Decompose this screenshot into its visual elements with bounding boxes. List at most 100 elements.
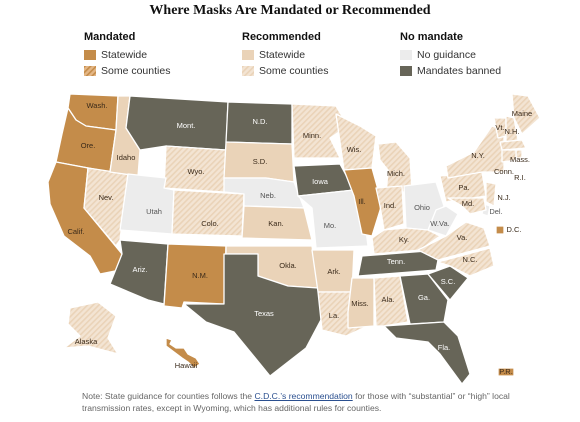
state-kan <box>241 205 313 241</box>
state-label-conn: Conn. <box>494 167 514 176</box>
legend-swatch-mandates-banned <box>400 66 412 76</box>
state-minn <box>291 103 349 159</box>
state-label-vt: Vt. <box>495 123 504 132</box>
legend-label: Statewide <box>259 49 306 61</box>
state-label-n-j: N.J. <box>497 193 510 202</box>
legend-no-mandate: No mandate No guidance Mandates banned <box>400 31 501 79</box>
state-s-c <box>427 265 469 301</box>
state-label-colo: Colo. <box>201 219 219 228</box>
legend-mandated: Mandated Statewide Some counties <box>84 31 170 79</box>
state-label-n-c: N.C. <box>463 255 478 264</box>
legend-swatch-some-counties-recommended <box>242 66 254 76</box>
state-label-ala: Ala. <box>382 295 395 304</box>
legend-item: Statewide <box>84 47 170 63</box>
state-label-wash: Wash. <box>87 101 108 110</box>
state-p-r <box>497 367 515 377</box>
state-label-ky: Ky. <box>399 235 409 244</box>
state-ga <box>399 273 449 325</box>
cdc-recommendation-link[interactable]: C.D.C.’s recommendation <box>254 391 353 401</box>
footnote-prefix: Note: State guidance for counties follow… <box>82 391 255 401</box>
state-label-fla: Fla. <box>438 343 451 352</box>
state-label-texas: Texas <box>254 309 274 318</box>
state-label-del: Del. <box>489 207 502 216</box>
state-conn <box>501 149 517 163</box>
state-labels: Wash. Ore. Calif. Nev. Idaho Mont. Wyo. Utah Col… <box>67 101 532 376</box>
state-label-mass: Mass. <box>510 155 530 164</box>
legend-heading-no-mandate: No mandate <box>400 31 463 43</box>
state-label-n-h: N.H. <box>505 127 520 136</box>
state-label-okla: Okla. <box>279 261 297 270</box>
legend-swatch-some-counties-mandate <box>84 66 96 76</box>
state-label-neb: Neb. <box>260 191 276 200</box>
state-label-mich: Mich. <box>387 169 405 178</box>
state-label-hawaii: Hawaii <box>175 361 198 370</box>
state-label-ariz: Ariz. <box>133 265 148 274</box>
legend-item: Mandates banned <box>400 63 501 79</box>
state-label-s-c: S.C. <box>441 277 456 286</box>
state-label-alaska: Alaska <box>75 337 98 346</box>
legend-label: Mandates banned <box>417 65 502 77</box>
state-w-va <box>427 205 459 237</box>
state-md <box>447 197 487 215</box>
legend-item: No guidance <box>400 47 501 63</box>
state-label-calif: Calif. <box>67 227 84 236</box>
state-label-va: Va. <box>457 233 468 242</box>
state-fla <box>383 321 471 385</box>
state-label-ind: Ind. <box>384 201 397 210</box>
state-ind <box>375 185 405 231</box>
state-label-utah: Utah <box>146 207 162 216</box>
state-label-nev: Nev. <box>99 193 114 202</box>
state-label-d-c: D.C. <box>507 225 522 234</box>
state-label-wyo: Wyo. <box>187 167 204 176</box>
legend-swatch-statewide-recommended <box>242 50 254 60</box>
state-label-ore: Ore. <box>81 141 96 150</box>
us-map: Wash. Ore. Calif. Nev. Idaho Mont. Wyo. Utah Col… <box>47 93 541 385</box>
legend-heading-recommended: Recommended <box>242 31 321 43</box>
state-label-p-r: P.R. <box>499 367 513 376</box>
state-hawaii <box>165 337 201 369</box>
legend-item: Some counties <box>84 63 170 79</box>
state-label-ohio: Ohio <box>414 203 430 212</box>
state-label-n-m: N.M. <box>192 271 208 280</box>
state-texas <box>183 253 325 377</box>
legend-recommended: Recommended Statewide Some counties <box>242 31 328 79</box>
state-label-s-d: S.D. <box>253 157 268 166</box>
state-label-wis: Wis. <box>347 145 362 154</box>
state-miss <box>347 277 375 329</box>
state-label-r-i: R.I. <box>514 173 526 182</box>
state-shapes <box>47 93 541 385</box>
state-label-tenn: Tenn. <box>387 257 405 266</box>
footnote-suffix: for those with “substantial” or “high” l… <box>82 391 510 413</box>
legend-heading-mandated: Mandated <box>84 31 136 43</box>
map-title: Where Masks Are Mandated or Recommended <box>149 3 431 18</box>
legend-label: Some counties <box>259 65 329 77</box>
state-label-n-y: N.Y. <box>471 151 485 160</box>
state-ill <box>343 167 383 237</box>
state-ala <box>373 275 409 327</box>
state-label-mont: Mont. <box>177 121 196 130</box>
legend-swatch-no-guidance <box>400 50 412 60</box>
state-label-ga: Ga. <box>418 293 430 302</box>
state-label-ill: Ill. <box>358 197 366 206</box>
legend-label: Statewide <box>101 49 148 61</box>
state-label-mo: Mo. <box>324 221 337 230</box>
state-label-iowa: Iowa <box>312 177 329 186</box>
state-label-maine: Maine <box>512 109 532 118</box>
state-label-md: Md. <box>462 199 475 208</box>
legend-swatch-statewide-mandate <box>84 50 96 60</box>
state-label-w-va: W.Va. <box>430 219 449 228</box>
legend-item: Statewide <box>242 47 328 63</box>
legend-label: Some counties <box>101 65 171 77</box>
legend-label: No guidance <box>417 49 476 61</box>
state-tenn <box>357 249 441 277</box>
state-n-c <box>437 247 495 277</box>
state-label-kan: Kan. <box>268 219 283 228</box>
state-label-pa: Pa. <box>458 183 469 192</box>
state-wis <box>335 113 377 171</box>
state-mass <box>499 139 527 151</box>
state-d-c <box>495 225 505 235</box>
state-maine <box>511 93 541 135</box>
footnote: Note: State guidance for counties follow… <box>82 390 522 414</box>
state-label-miss: Miss. <box>351 299 369 308</box>
state-colo <box>171 189 245 237</box>
